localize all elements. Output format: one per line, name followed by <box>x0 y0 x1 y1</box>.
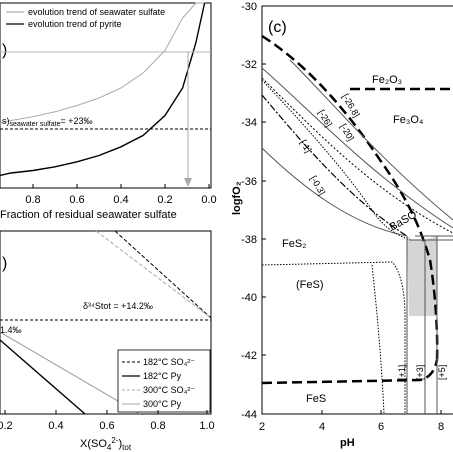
y-tick-label-c-6: -42 <box>241 350 257 362</box>
panel-c-label: (c) <box>268 19 287 36</box>
legend-b-3-text: 300°C Py <box>143 399 182 409</box>
annotation-b: δ³⁴Stot = +14.2‰ <box>83 301 153 311</box>
label-fes: FeS <box>306 393 326 405</box>
boundary-fes-lower <box>261 359 439 385</box>
x-tick-label-c-2: 6 <box>378 421 384 433</box>
annotation-a: s)seawater sulfate= +23‰ <box>2 116 93 128</box>
panel-a-label: ) <box>2 42 7 59</box>
label-c1: [-26.8] <box>340 92 361 119</box>
contour-c3 <box>261 77 453 234</box>
contour-dotted <box>261 79 411 241</box>
y-tick-label-c-0: -30 <box>241 1 257 13</box>
x-tick-label-b-4: 1.0 <box>199 420 214 432</box>
series-seawater-sulfate <box>0 2 205 124</box>
legend-pyrite-text: evolution trend of pyrite <box>28 19 122 29</box>
arrow-head <box>184 178 192 187</box>
boundary-fes2-oxides <box>261 34 432 261</box>
x-axis-label-b: X(SO42-)tot <box>80 436 132 452</box>
panel-a-frame <box>0 2 212 189</box>
y-tick-label-c-5: -40 <box>241 292 257 304</box>
axis-ticks-c <box>261 5 442 415</box>
panel-b-label: ) <box>2 255 7 272</box>
x-tick-label-c-3: 8 <box>438 421 444 433</box>
x-tick-label-b-2: 0.6 <box>99 420 114 432</box>
series-182-py <box>0 339 86 415</box>
label-b1: [+1] <box>397 365 407 380</box>
x-tick-label-a-4: 0.0 <box>201 194 216 206</box>
label-b3: [+5] <box>437 365 447 380</box>
y-tick-label-c-1: -32 <box>241 59 257 71</box>
legend-seawater-text: evolution trend of seawater sulfate <box>28 7 165 17</box>
series-pyrite <box>0 2 206 177</box>
x-tick-label-b-0: 0.2 <box>0 420 13 432</box>
contour-c4 <box>261 94 408 237</box>
panel-c-frame <box>261 5 453 415</box>
panel-b-frame <box>0 230 212 415</box>
x-tick-label-a-1: 0.6 <box>69 194 84 206</box>
label-fe3o4: Fe₃O₄ <box>393 114 424 126</box>
panel-a: ) evolution trend of seawater sulfate ev… <box>0 2 217 221</box>
y-axis-label-c: logfO₂ <box>231 181 243 215</box>
shaded-region <box>407 236 437 316</box>
label-fes2: FeS₂ <box>282 238 306 250</box>
legend-b-1-text: 182°C Py <box>143 371 182 381</box>
y-tick-label-c-2: -34 <box>241 117 257 129</box>
x-tick-label-c-0: 2 <box>259 421 265 433</box>
x-tick-label-b-3: 0.8 <box>150 420 165 432</box>
x-tick-label-a-3: 0.2 <box>157 194 172 206</box>
x-ticks-b <box>4 410 208 414</box>
label-fes-paren: (FeS) <box>296 279 324 291</box>
contour-c1 <box>289 59 453 221</box>
label-c3: [-20] <box>338 122 356 143</box>
series-300-py <box>0 331 141 415</box>
x-tick-label-a-2: 0.4 <box>113 194 128 206</box>
label-baso: BaSO <box>388 208 420 233</box>
y-tick-label-c-3: -36 <box>241 176 257 188</box>
y-tick-label-c-4: -38 <box>241 234 257 246</box>
boundary-fes2-fes-dotted <box>261 261 406 414</box>
panel-b: ) δ³⁴Stot = +14.2‰ 1.4‰ 182°C SO₄²⁻ 182°… <box>0 230 215 452</box>
label-c2: [-26] <box>316 108 334 129</box>
x-axis-label-a: Fraction of residual seawater sulfate <box>0 209 177 221</box>
legend-b-2-text: 300°C SO₄²⁻ <box>143 385 195 395</box>
x-tick-label-c-1: 4 <box>319 421 325 433</box>
legend-b-box <box>117 349 211 413</box>
label-fe2o3: Fe₂O₃ <box>372 74 402 86</box>
contour-c2 <box>261 67 453 229</box>
annotation-b-left: 1.4‰ <box>0 325 22 335</box>
legend-b-0-text: 182°C SO₄²⁻ <box>143 357 195 367</box>
x-axis-label-c: pH <box>340 437 355 449</box>
x-ticks-a <box>32 184 210 188</box>
x-tick-label-b-1: 0.4 <box>48 420 63 432</box>
series-300-so4 <box>95 230 212 319</box>
boundary-fes-vertical <box>371 264 385 415</box>
label-b2: [+3] <box>415 365 425 380</box>
x-tick-label-a-0: 0.8 <box>25 194 40 206</box>
series-182-so4 <box>114 230 212 319</box>
label-c5: [-0.3] <box>308 174 327 197</box>
panel-c: (c) Fe₂O₃ Fe₃O₄ FeS₂ (FeS) FeS BaSO [-26… <box>231 1 453 449</box>
y-tick-label-c-7: -44 <box>241 409 257 421</box>
contour-c5 <box>261 147 408 237</box>
